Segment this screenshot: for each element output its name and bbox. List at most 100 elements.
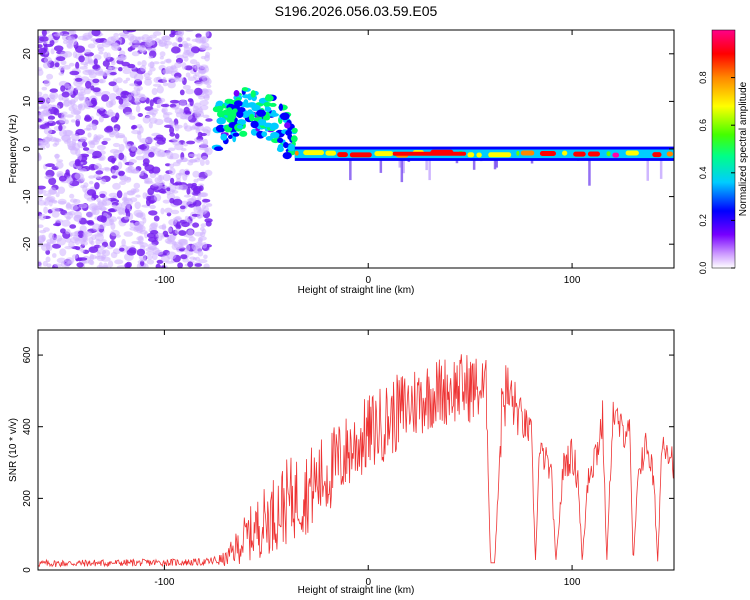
spectrogram-noise-blob [96,43,104,50]
spectrogram-noise-blob [47,34,54,41]
spectrogram-noise-blob [93,58,98,66]
spectrogram-smear [588,156,591,186]
spectrogram-noise-blob [54,62,60,68]
spectrogram-noise-blob [137,132,142,140]
spectrogram-noise-blob [129,115,136,120]
spectrogram-noise-blob [200,80,210,85]
spectrogram-noise-blob [88,259,94,265]
spectrogram-noise-blob [51,207,60,213]
spectrogram-noise-blob [150,230,159,235]
spectrogram-noise-blob [137,61,142,66]
spectrogram-line-core [488,152,512,158]
spectrogram-noise-blob [116,190,123,199]
spectrogram-xtick-label: 100 [564,275,581,286]
spectrogram-noise-blob [126,30,137,33]
spectrogram-noise-blob [162,199,171,204]
spectrogram-noise-blob [109,240,116,248]
spectrogram-noise-blob [146,254,153,260]
colorbar-ticks: 0.0 0.2 0.4 0.6 0.8 [698,71,735,274]
spectrogram-noise-blob [80,249,85,253]
spectrogram-noise-blob [93,134,98,142]
spectrogram-noise-blob [62,129,73,137]
spectrogram-noise-blob [174,62,182,68]
spectrogram-blob [217,110,224,118]
spectrogram-noise-blob [166,251,177,260]
spectrogram-blob [277,137,284,143]
spectrogram-noise-blob [68,105,75,112]
spectrogram-noise-blob [41,30,47,37]
spectrogram-noise-blob [42,137,52,142]
spectrogram-noise-blob [100,215,107,223]
spectrogram-noise-blob [45,256,51,263]
spectrogram-noise-blob [53,108,60,116]
snr-ytick-label: 0 [22,567,33,573]
spectrogram-noise-blob [153,193,162,202]
spectrogram-line-core [294,150,299,156]
spectrogram-noise-blob [122,80,128,84]
spectrogram-noise-blob [203,254,208,260]
spectrogram-blob [233,90,240,97]
spectrogram-noise-blob [194,64,202,71]
colorbar-gradient [712,30,735,268]
spectrogram-noise-blob [160,235,165,239]
spectrogram-noise-blob [189,59,198,65]
spectrogram-noise-blob [68,62,75,67]
spectrogram-noise-blob [129,70,138,79]
spectrogram-noise-blob [158,39,168,47]
spectrogram-noise-blob [175,159,183,163]
spectrogram-noise-blob [87,43,96,49]
spectrogram-noise-blob [141,60,147,67]
spectrogram-noise-blob [176,221,181,228]
spectrogram-ytick-label: 0 [22,146,33,152]
spectrogram-noise-blob [38,185,46,190]
spectrogram-blob [241,110,250,118]
spectrogram-noise-blob [67,85,74,93]
spectrogram-blob [234,100,243,107]
spectrogram-line-core [642,152,649,158]
spectrogram-noise-blob [174,133,180,139]
spectrogram-noise-blob [43,206,48,214]
spectrogram-noise-blob [183,122,188,130]
spectrogram-noise-blob [188,153,198,157]
spectrogram-noise-blob [192,170,200,178]
spectrogram-noise-blob [136,248,145,257]
spectrogram-noise-blob [43,44,48,53]
spectrogram-noise-blob [38,112,47,117]
spectrogram-noise-blob [179,108,184,114]
spectrogram-noise-blob [129,226,139,231]
spectrogram-line-core [652,152,662,158]
spectrogram-noise-blob [115,112,120,121]
spectrogram-noise-blob [75,114,81,121]
spectrogram-noise-blob [148,169,154,174]
spectrogram-noise-blob [194,231,203,237]
spectrogram-noise-blob [123,192,128,201]
spectrogram-noise-blob [200,226,205,232]
spectrogram-noise-blob [75,166,82,170]
spectrogram-noise-blob [38,224,44,228]
spectrogram-noise-blob [42,93,49,100]
spectrogram-noise-blob [156,104,161,109]
snr-frame [37,329,675,571]
spectrogram-blob [264,106,272,113]
spectrogram-noise-blob [181,62,187,70]
spectrogram-noise-blob [73,214,82,222]
spectrogram-noise-blob [129,197,138,203]
spectrogram-noise-blob [147,243,157,250]
spectrogram-noise-blob [110,229,120,237]
spectrogram-noise-blob [151,253,158,261]
spectrogram-noise-blob [163,117,172,123]
spectrogram-blob [247,102,257,108]
spectrogram-noise-blob [146,198,151,207]
snr-series-line [38,354,674,568]
spectrogram-line-core [573,151,586,157]
spectrogram-noise-blob [39,36,49,42]
spectrogram-noise-blob [184,218,191,222]
spectrogram-noise-blob [205,31,210,37]
spectrogram-noise-blob [98,70,105,76]
spectrogram-noise-blob [139,242,148,248]
spectrogram-noise-blob [142,217,147,224]
spectrogram-line-core [562,150,568,156]
spectrogram-noise-blob [72,254,79,259]
spectrogram-noise-blob [82,147,90,151]
spectrogram-noise-blob [126,249,137,256]
